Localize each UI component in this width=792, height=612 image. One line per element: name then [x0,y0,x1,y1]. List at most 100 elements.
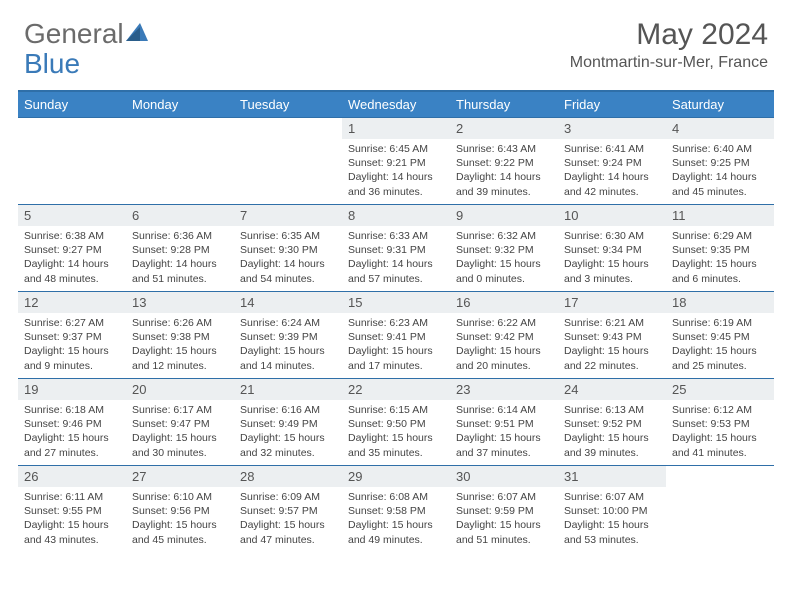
calendar-cell: 8Sunrise: 6:33 AMSunset: 9:31 PMDaylight… [342,205,450,291]
day-info: Sunrise: 6:16 AMSunset: 9:49 PMDaylight:… [234,400,342,465]
day-info: Sunrise: 6:23 AMSunset: 9:41 PMDaylight:… [342,313,450,378]
day-info: Sunrise: 6:13 AMSunset: 9:52 PMDaylight:… [558,400,666,465]
page-header: General May 2024 Montmartin-sur-Mer, Fra… [0,0,792,80]
day-info: Sunrise: 6:12 AMSunset: 9:53 PMDaylight:… [666,400,774,465]
calendar-cell: 24Sunrise: 6:13 AMSunset: 9:52 PMDayligh… [558,379,666,465]
calendar-week: 12Sunrise: 6:27 AMSunset: 9:37 PMDayligh… [18,291,774,378]
day-number: 9 [450,205,558,226]
day-number: 23 [450,379,558,400]
day-number: 27 [126,466,234,487]
day-info: Sunrise: 6:43 AMSunset: 9:22 PMDaylight:… [450,139,558,204]
day-number: 18 [666,292,774,313]
day-number: 3 [558,118,666,139]
calendar-cell: 23Sunrise: 6:14 AMSunset: 9:51 PMDayligh… [450,379,558,465]
day-info: Sunrise: 6:21 AMSunset: 9:43 PMDaylight:… [558,313,666,378]
day-info: Sunrise: 6:27 AMSunset: 9:37 PMDaylight:… [18,313,126,378]
calendar-week: 26Sunrise: 6:11 AMSunset: 9:55 PMDayligh… [18,465,774,552]
day-info: Sunrise: 6:17 AMSunset: 9:47 PMDaylight:… [126,400,234,465]
day-number: 6 [126,205,234,226]
month-title: May 2024 [570,18,768,52]
day-info: Sunrise: 6:41 AMSunset: 9:24 PMDaylight:… [558,139,666,204]
calendar-cell: 29Sunrise: 6:08 AMSunset: 9:58 PMDayligh… [342,466,450,552]
day-number: 4 [666,118,774,139]
calendar-cell: 25Sunrise: 6:12 AMSunset: 9:53 PMDayligh… [666,379,774,465]
day-number: 2 [450,118,558,139]
day-info: Sunrise: 6:36 AMSunset: 9:28 PMDaylight:… [126,226,234,291]
calendar-cell [126,118,234,204]
day-number: 26 [18,466,126,487]
calendar-cell: 12Sunrise: 6:27 AMSunset: 9:37 PMDayligh… [18,292,126,378]
calendar-week: 19Sunrise: 6:18 AMSunset: 9:46 PMDayligh… [18,378,774,465]
logo-triangle-icon [126,23,148,41]
day-number: 7 [234,205,342,226]
day-number [126,118,234,139]
day-header-friday: Friday [558,92,666,117]
calendar-cell: 28Sunrise: 6:09 AMSunset: 9:57 PMDayligh… [234,466,342,552]
day-header-saturday: Saturday [666,92,774,117]
calendar-cell: 6Sunrise: 6:36 AMSunset: 9:28 PMDaylight… [126,205,234,291]
day-info: Sunrise: 6:24 AMSunset: 9:39 PMDaylight:… [234,313,342,378]
day-number: 24 [558,379,666,400]
calendar-cell: 7Sunrise: 6:35 AMSunset: 9:30 PMDaylight… [234,205,342,291]
calendar-cell: 13Sunrise: 6:26 AMSunset: 9:38 PMDayligh… [126,292,234,378]
calendar-cell: 1Sunrise: 6:45 AMSunset: 9:21 PMDaylight… [342,118,450,204]
day-number: 5 [18,205,126,226]
calendar-cell: 21Sunrise: 6:16 AMSunset: 9:49 PMDayligh… [234,379,342,465]
day-number [18,118,126,139]
day-number: 20 [126,379,234,400]
day-info: Sunrise: 6:22 AMSunset: 9:42 PMDaylight:… [450,313,558,378]
day-number: 17 [558,292,666,313]
day-number: 25 [666,379,774,400]
day-number: 28 [234,466,342,487]
calendar: Sunday Monday Tuesday Wednesday Thursday… [18,90,774,552]
calendar-cell: 9Sunrise: 6:32 AMSunset: 9:32 PMDaylight… [450,205,558,291]
weeks-container: 1Sunrise: 6:45 AMSunset: 9:21 PMDaylight… [18,117,774,552]
calendar-cell: 30Sunrise: 6:07 AMSunset: 9:59 PMDayligh… [450,466,558,552]
day-number: 16 [450,292,558,313]
day-number: 11 [666,205,774,226]
day-header-wednesday: Wednesday [342,92,450,117]
calendar-cell: 22Sunrise: 6:15 AMSunset: 9:50 PMDayligh… [342,379,450,465]
day-info: Sunrise: 6:18 AMSunset: 9:46 PMDaylight:… [18,400,126,465]
day-number: 1 [342,118,450,139]
day-number: 10 [558,205,666,226]
calendar-cell [18,118,126,204]
day-number: 14 [234,292,342,313]
calendar-cell: 10Sunrise: 6:30 AMSunset: 9:34 PMDayligh… [558,205,666,291]
calendar-cell: 14Sunrise: 6:24 AMSunset: 9:39 PMDayligh… [234,292,342,378]
day-number: 31 [558,466,666,487]
calendar-cell: 27Sunrise: 6:10 AMSunset: 9:56 PMDayligh… [126,466,234,552]
day-number: 30 [450,466,558,487]
calendar-cell: 5Sunrise: 6:38 AMSunset: 9:27 PMDaylight… [18,205,126,291]
day-number: 8 [342,205,450,226]
day-header-sunday: Sunday [18,92,126,117]
day-info: Sunrise: 6:32 AMSunset: 9:32 PMDaylight:… [450,226,558,291]
calendar-cell: 11Sunrise: 6:29 AMSunset: 9:35 PMDayligh… [666,205,774,291]
calendar-cell: 4Sunrise: 6:40 AMSunset: 9:25 PMDaylight… [666,118,774,204]
calendar-cell: 2Sunrise: 6:43 AMSunset: 9:22 PMDaylight… [450,118,558,204]
day-number: 12 [18,292,126,313]
calendar-cell [234,118,342,204]
day-number: 29 [342,466,450,487]
calendar-cell: 26Sunrise: 6:11 AMSunset: 9:55 PMDayligh… [18,466,126,552]
logo-text-general: General [24,18,124,50]
day-number: 15 [342,292,450,313]
day-number: 13 [126,292,234,313]
calendar-cell: 3Sunrise: 6:41 AMSunset: 9:24 PMDaylight… [558,118,666,204]
title-block: May 2024 Montmartin-sur-Mer, France [570,18,768,72]
day-info: Sunrise: 6:26 AMSunset: 9:38 PMDaylight:… [126,313,234,378]
day-header-thursday: Thursday [450,92,558,117]
calendar-cell: 17Sunrise: 6:21 AMSunset: 9:43 PMDayligh… [558,292,666,378]
calendar-cell: 31Sunrise: 6:07 AMSunset: 10:00 PMDaylig… [558,466,666,552]
day-info: Sunrise: 6:14 AMSunset: 9:51 PMDaylight:… [450,400,558,465]
logo-text-blue: Blue [24,48,80,80]
calendar-cell: 15Sunrise: 6:23 AMSunset: 9:41 PMDayligh… [342,292,450,378]
day-info: Sunrise: 6:10 AMSunset: 9:56 PMDaylight:… [126,487,234,552]
day-info: Sunrise: 6:40 AMSunset: 9:25 PMDaylight:… [666,139,774,204]
day-info: Sunrise: 6:11 AMSunset: 9:55 PMDaylight:… [18,487,126,552]
day-info: Sunrise: 6:19 AMSunset: 9:45 PMDaylight:… [666,313,774,378]
day-number: 21 [234,379,342,400]
day-number [234,118,342,139]
calendar-week: 5Sunrise: 6:38 AMSunset: 9:27 PMDaylight… [18,204,774,291]
calendar-cell: 19Sunrise: 6:18 AMSunset: 9:46 PMDayligh… [18,379,126,465]
